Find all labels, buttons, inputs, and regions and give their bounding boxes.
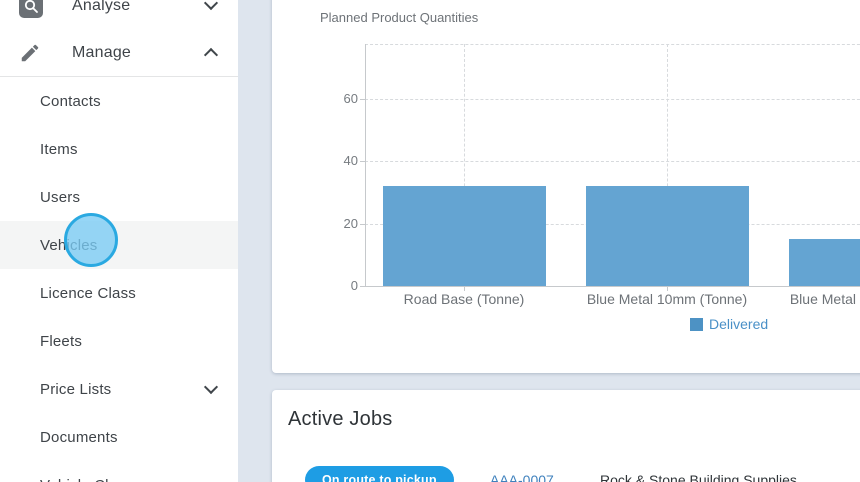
x-axis <box>365 286 860 287</box>
category-label: Blue Metal 20mm (Tonne) <box>760 291 860 307</box>
sidebar-item-vehicles[interactable]: Vehicles <box>0 221 238 269</box>
sidebar-item-contacts[interactable]: Contacts <box>0 77 238 125</box>
sidebar-item-price-lists[interactable]: Price Lists <box>0 365 238 413</box>
legend-label: Delivered <box>709 316 768 332</box>
sidebar-item-label: Documents <box>40 429 118 446</box>
chart-bar <box>383 186 546 286</box>
chevron-up-icon <box>204 48 218 62</box>
active-jobs-heading: Active Jobs <box>288 408 392 431</box>
gridline-horizontal <box>365 44 860 45</box>
active-jobs-card: Active Jobs On route to pickup AAA-0007 … <box>272 390 860 482</box>
sidebar-item-label: Vehicles <box>40 237 97 254</box>
gridline-horizontal <box>365 99 860 100</box>
chevron-down-icon <box>204 379 218 393</box>
sidebar-item-items[interactable]: Items <box>0 125 238 173</box>
sidebar-section-manage[interactable]: Manage <box>0 29 238 76</box>
job-reference-link[interactable]: AAA-0007 <box>490 472 554 482</box>
sidebar-item-vehicle-class[interactable]: Vehicle Class <box>0 461 238 482</box>
y-tick-label: 60 <box>326 91 358 106</box>
sidebar-section-label: Analyse <box>72 0 130 15</box>
sidebar-item-label: Users <box>40 189 80 206</box>
chart-bar <box>789 239 860 286</box>
chart-bar <box>586 186 749 286</box>
sidebar-item-label: Price Lists <box>40 381 111 398</box>
sidebar-item-label: Licence Class <box>40 285 136 302</box>
legend-item-delivered[interactable]: Delivered <box>690 316 768 332</box>
pencil-icon <box>19 41 43 65</box>
job-status-button[interactable]: On route to pickup <box>305 466 454 482</box>
search-icon <box>19 0 43 18</box>
sidebar-item-documents[interactable]: Documents <box>0 413 238 461</box>
sidebar-item-label: Items <box>40 141 78 158</box>
sidebar: Analyse Manage Contacts Items Users Vehicles L… <box>0 0 238 482</box>
sidebar-item-licence-class[interactable]: Licence Class <box>0 269 238 317</box>
y-tick-label: 40 <box>326 153 358 168</box>
y-axis <box>365 44 366 286</box>
sidebar-item-users[interactable]: Users <box>0 173 238 221</box>
sidebar-item-fleets[interactable]: Fleets <box>0 317 238 365</box>
gridline-horizontal <box>365 161 860 162</box>
category-label: Road Base (Tonne) <box>354 291 574 307</box>
sidebar-item-label: Vehicle Class <box>40 477 133 482</box>
category-label: Blue Metal 10mm (Tonne) <box>557 291 777 307</box>
legend-swatch <box>690 318 703 331</box>
chevron-down-icon <box>204 0 218 10</box>
sidebar-item-label: Fleets <box>40 333 82 350</box>
bar-chart: 0204060Road Base (Tonne)Blue Metal 10mm … <box>272 0 860 373</box>
job-customer-name: Rock & Stone Building Supplies <box>600 472 797 482</box>
sidebar-section-label: Manage <box>72 44 131 62</box>
sidebar-section-analyse[interactable]: Analyse <box>0 0 238 29</box>
sidebar-item-label: Contacts <box>40 93 101 110</box>
y-tick-label: 20 <box>326 216 358 231</box>
chart-card: Planned Product Quantities 0204060Road B… <box>272 0 860 373</box>
